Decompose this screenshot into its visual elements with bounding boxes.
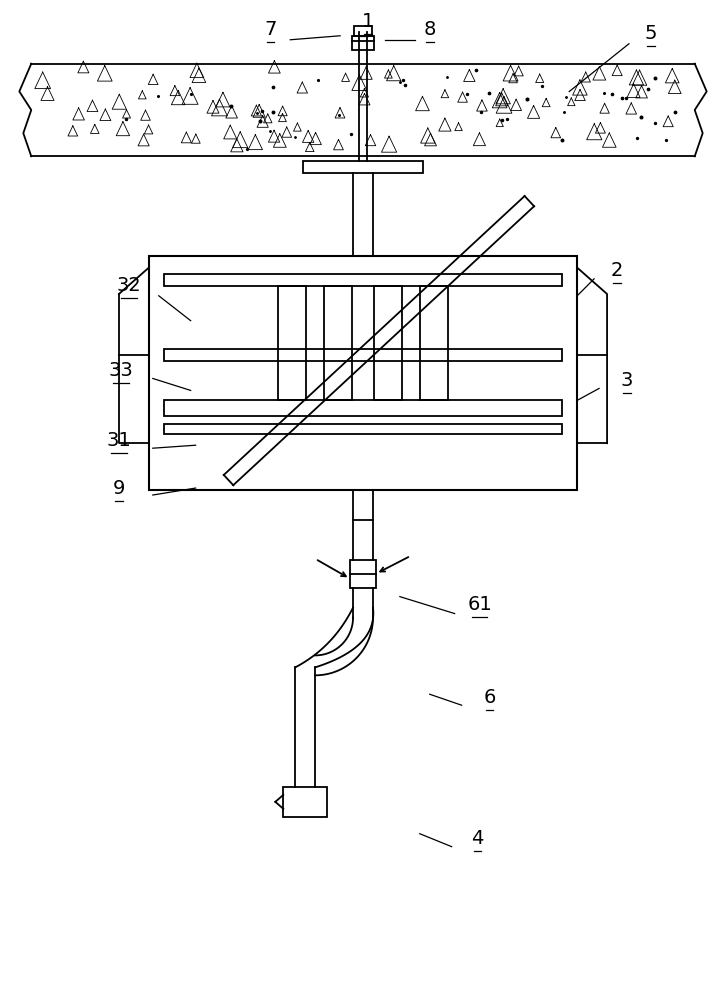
Bar bbox=[303, 161, 423, 173]
Text: 32: 32 bbox=[117, 276, 142, 295]
Text: 7: 7 bbox=[264, 20, 277, 39]
Bar bbox=[350, 560, 376, 588]
Text: 5: 5 bbox=[645, 24, 657, 43]
Bar bbox=[164, 349, 562, 361]
Bar bbox=[354, 26, 372, 36]
Text: 33: 33 bbox=[109, 361, 134, 380]
Text: 1: 1 bbox=[362, 12, 374, 31]
Text: 4: 4 bbox=[471, 829, 484, 848]
Text: 6: 6 bbox=[484, 688, 496, 707]
Text: 3: 3 bbox=[621, 371, 633, 390]
Bar bbox=[164, 400, 562, 416]
Text: 61: 61 bbox=[467, 595, 492, 614]
Bar bbox=[164, 424, 562, 434]
Bar bbox=[420, 286, 448, 400]
Text: 8: 8 bbox=[423, 20, 436, 39]
Bar bbox=[352, 36, 374, 50]
Bar bbox=[324, 286, 352, 400]
Text: 31: 31 bbox=[107, 431, 131, 450]
Bar bbox=[374, 286, 402, 400]
Bar bbox=[149, 256, 577, 490]
Bar bbox=[164, 274, 562, 286]
Bar bbox=[283, 787, 327, 817]
Bar bbox=[278, 286, 306, 400]
Text: 9: 9 bbox=[113, 479, 125, 498]
Text: 2: 2 bbox=[611, 261, 623, 280]
